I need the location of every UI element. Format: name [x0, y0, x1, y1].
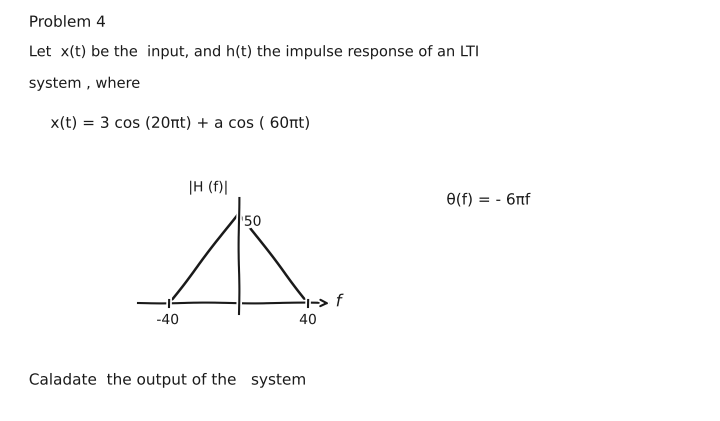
- Text: Caladate  the output of the   system: Caladate the output of the system: [29, 373, 307, 388]
- Text: -40: -40: [156, 313, 179, 327]
- Text: Let  x(t) be the  input, and h(t) the impulse response of an LTI: Let x(t) be the input, and h(t) the impu…: [29, 44, 481, 59]
- Text: 40: 40: [299, 313, 317, 327]
- Text: 50: 50: [244, 215, 261, 229]
- Text: |H (f)|: |H (f)|: [189, 180, 228, 195]
- Text: f: f: [336, 292, 341, 310]
- Text: x(t) = 3 cos (20πt) + a cos ( 60πt): x(t) = 3 cos (20πt) + a cos ( 60πt): [50, 116, 310, 131]
- Text: system , where: system , where: [29, 76, 141, 91]
- Text: θ(f) = - 6πf: θ(f) = - 6πf: [446, 192, 530, 208]
- Text: Problem 4: Problem 4: [29, 15, 106, 30]
